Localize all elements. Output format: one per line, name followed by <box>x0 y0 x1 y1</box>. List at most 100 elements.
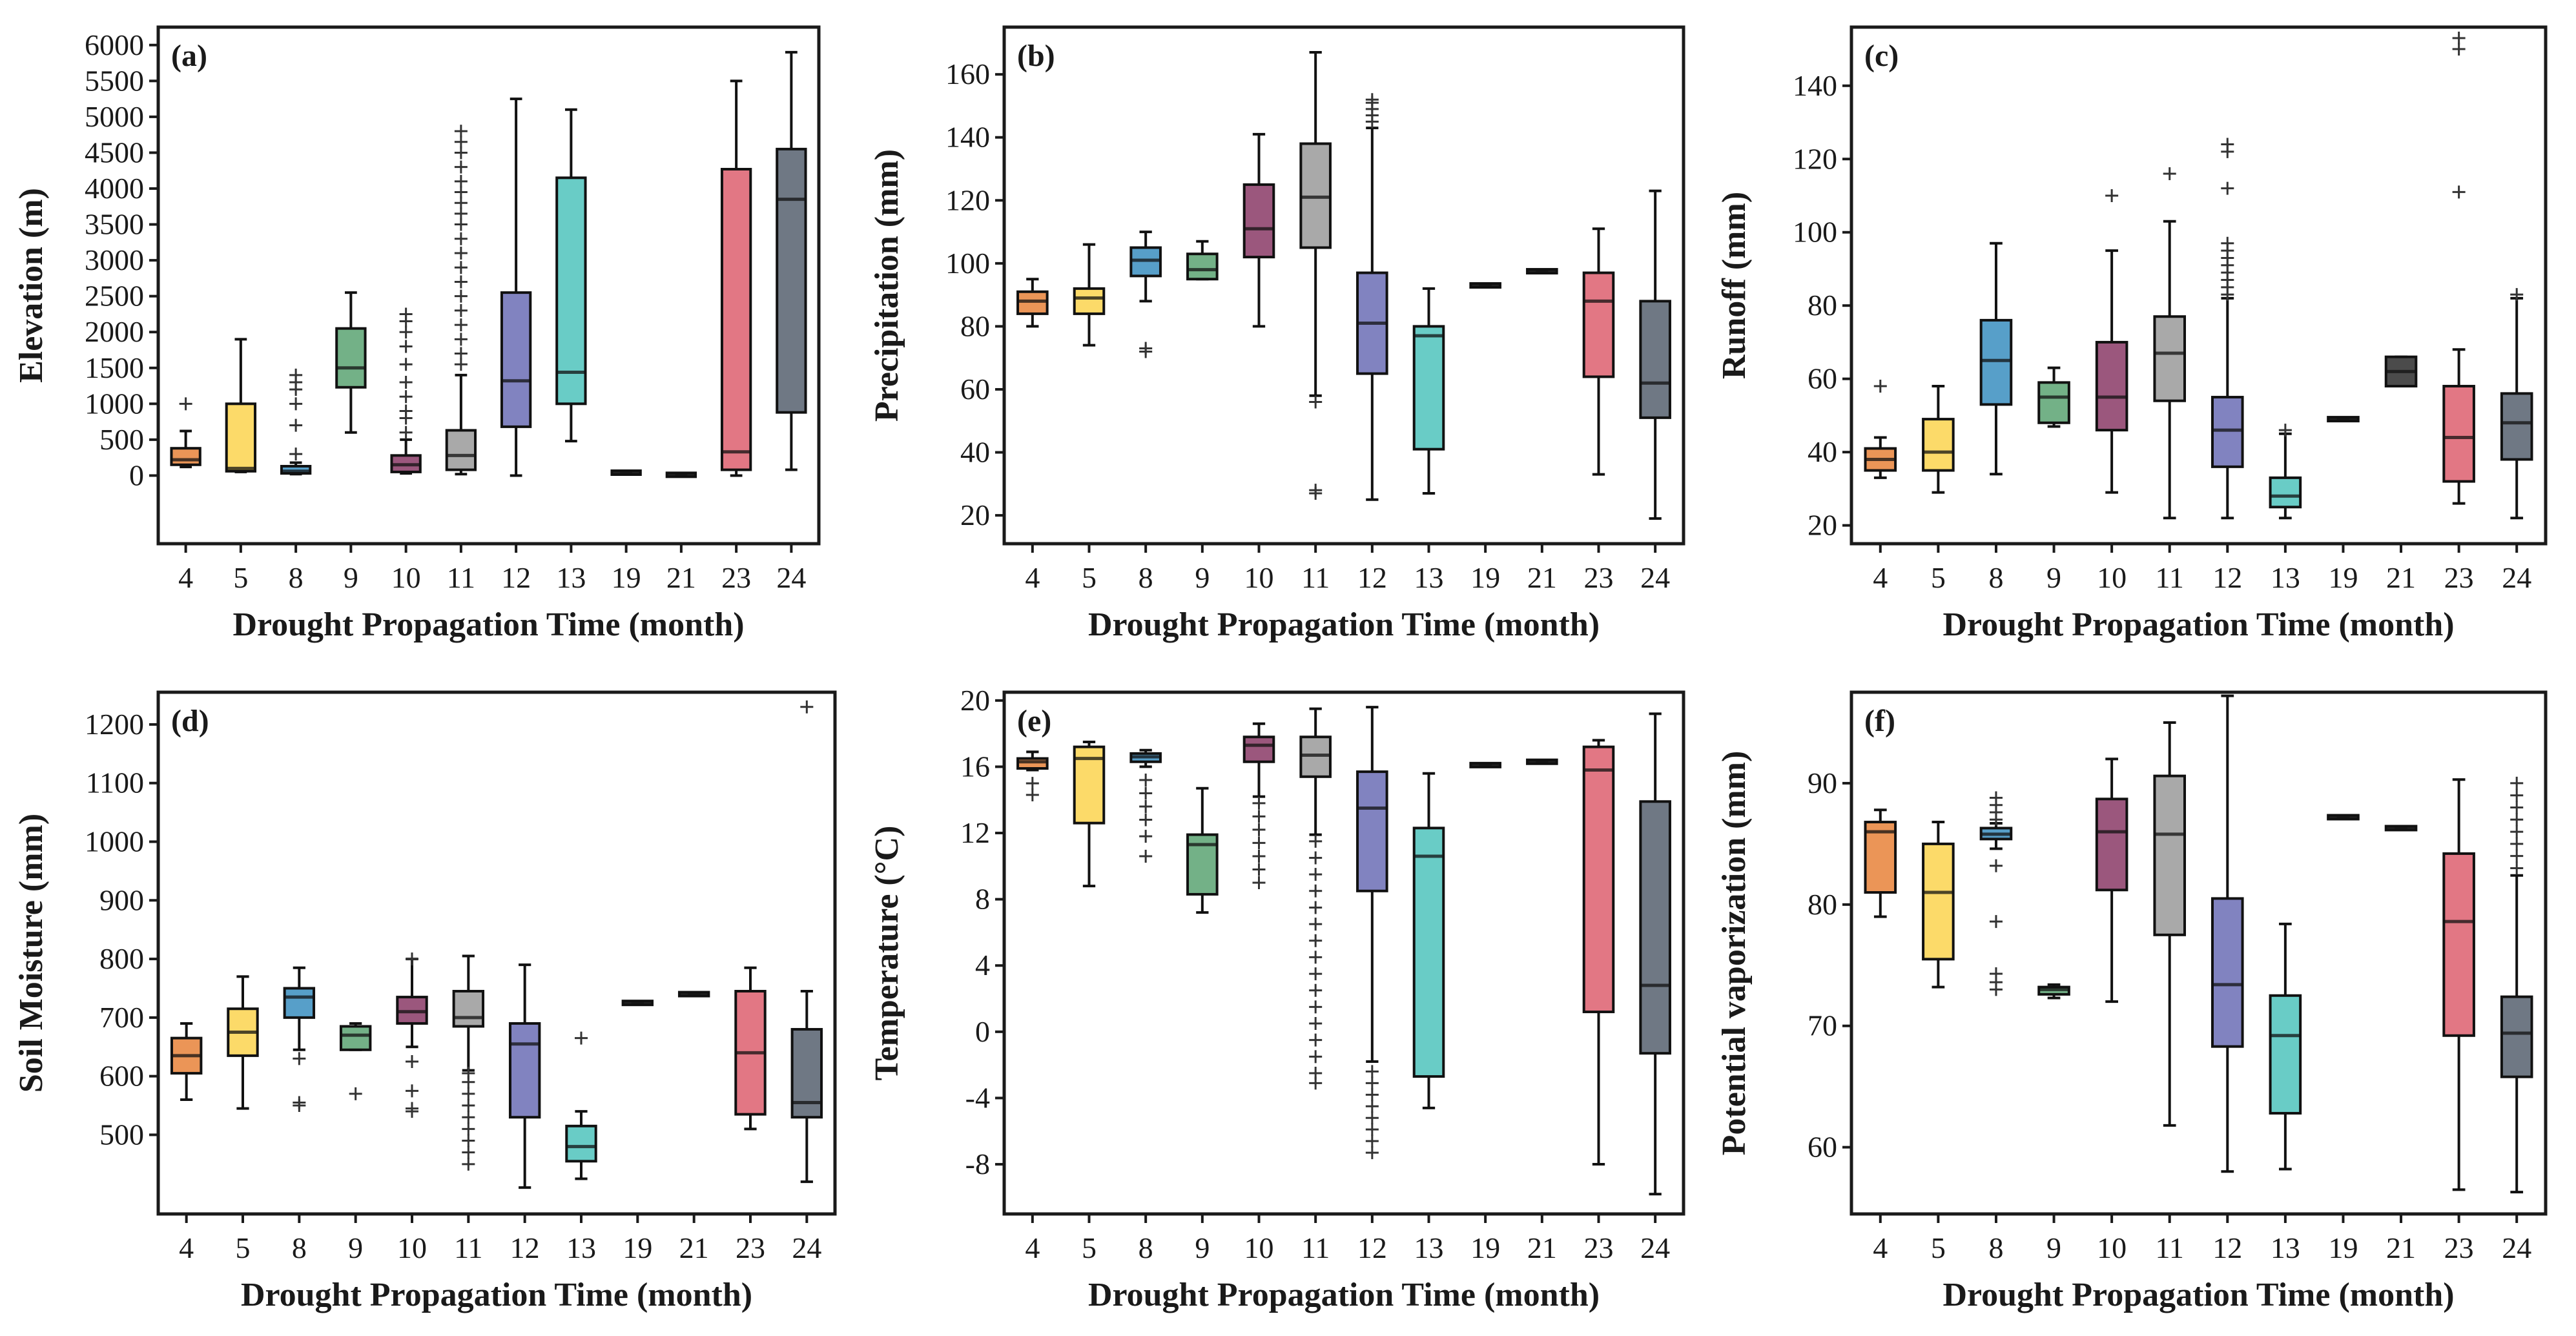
outlier-point <box>1139 786 1153 800</box>
x-tick-label: 12 <box>1357 561 1387 594</box>
box-19 <box>2327 814 2360 821</box>
outlier-point <box>1252 810 1266 823</box>
box-11 <box>445 125 477 476</box>
y-tick-label: 80 <box>960 309 990 342</box>
iqr-box <box>2153 315 2187 402</box>
box-8 <box>280 368 312 476</box>
x-tick-label: 5 <box>233 561 248 594</box>
x-tick-label: 10 <box>1244 561 1274 594</box>
iqr-box <box>2095 340 2128 432</box>
iqr-box <box>445 429 477 471</box>
outlier-point <box>1365 1065 1379 1078</box>
outlier-point <box>399 404 413 418</box>
outlier-point <box>454 232 468 245</box>
outlier-point <box>1252 796 1266 810</box>
outlier-point <box>1139 813 1153 827</box>
outlier-point <box>454 318 468 332</box>
outlier-point <box>454 347 468 360</box>
outlier-point <box>406 1084 418 1098</box>
x-tick-label: 21 <box>1527 561 1557 594</box>
x-tick-label: 23 <box>736 1231 765 1264</box>
outlier-point <box>1252 823 1266 836</box>
y-tick-label: 800 <box>99 942 144 975</box>
box-19 <box>610 469 642 476</box>
box-8 <box>1979 791 2013 996</box>
box-13 <box>1412 772 1445 1109</box>
iqr-box <box>339 1025 372 1051</box>
outlier-point <box>454 160 468 174</box>
x-axis-title: Drought Propagation Time (month) <box>1942 606 2454 643</box>
box-11 <box>452 954 485 1171</box>
outlier-point <box>289 418 303 432</box>
outlier-point <box>179 397 192 411</box>
box-4 <box>170 397 201 469</box>
outlier-point <box>1309 1017 1323 1031</box>
iqr-box <box>2095 797 2128 892</box>
outlier-point <box>2221 181 2234 195</box>
iqr-box <box>1242 183 1275 259</box>
outlier-point <box>289 447 303 461</box>
outlier-point <box>406 1102 418 1115</box>
iqr-box <box>2037 381 2070 424</box>
box-12 <box>1356 93 1388 501</box>
iqr-box <box>508 1022 541 1119</box>
x-tick-label: 21 <box>666 561 696 594</box>
x-tick-label: 12 <box>1357 1231 1387 1264</box>
box-19 <box>2327 416 2360 423</box>
outlier-point <box>454 125 468 138</box>
x-axis-title: Drought Propagation Time (month) <box>1088 606 1600 643</box>
y-tick-label: 20 <box>960 684 990 717</box>
box-24 <box>1639 712 1671 1196</box>
y-tick-label: 5500 <box>85 64 144 97</box>
x-tick-label: 9 <box>1195 561 1210 594</box>
y-tick-label: -4 <box>965 1081 990 1114</box>
outlier-point <box>1365 1100 1379 1113</box>
iqr-box <box>2269 994 2302 1115</box>
panel-tag: (c) <box>1864 39 1899 73</box>
box-5 <box>1922 385 1955 494</box>
outlier-point <box>454 218 468 231</box>
box-5 <box>225 338 257 473</box>
box-13 <box>555 108 587 443</box>
panel-d: 500 600 700 800 900 1000 1100 1200 4 5 8 9 10 11 12 13 1… <box>13 690 837 1313</box>
x-tick-label: 8 <box>292 1231 307 1264</box>
x-tick-label: 24 <box>1640 1231 1670 1264</box>
panel-tag: (f) <box>1864 704 1895 738</box>
y-tick-label: 2000 <box>85 315 144 348</box>
x-tick-label: 13 <box>1414 1231 1444 1264</box>
x-tick-label: 23 <box>2444 561 2474 594</box>
y-tick-label: -8 <box>965 1147 990 1180</box>
box-5 <box>1073 243 1106 347</box>
x-tick-label: 19 <box>1470 561 1500 594</box>
panel-b: 20 40 60 80 100 120 140 160 4 5 8 9 10 11 12 13 19 21 23 24… <box>869 25 1685 643</box>
x-tick-label: 5 <box>236 1231 251 1264</box>
x-tick-label: 23 <box>2444 1231 2474 1264</box>
outlier-point <box>454 207 468 220</box>
iqr-box <box>2153 774 2187 936</box>
outlier-point <box>293 1052 306 1065</box>
outlier-point <box>1365 93 1379 107</box>
box-11 <box>1299 51 1332 500</box>
outlier-point <box>399 358 413 371</box>
x-tick-label: 4 <box>178 561 193 594</box>
outlier-point <box>2452 43 2466 56</box>
outlier-point <box>2510 801 2524 814</box>
x-tick-label: 8 <box>289 561 304 594</box>
y-tick-label: 500 <box>99 423 144 456</box>
box-12 <box>500 98 532 477</box>
iqr-box <box>2211 396 2244 468</box>
box-4 <box>1016 278 1049 328</box>
box-4 <box>170 1022 203 1101</box>
box-13 <box>1412 287 1445 495</box>
outlier-point <box>1989 791 2003 805</box>
x-tick-label: 10 <box>1244 1231 1274 1264</box>
x-tick-label: 10 <box>2097 561 2127 594</box>
box-11 <box>2153 721 2187 1127</box>
y-tick-label: 120 <box>1793 142 1837 175</box>
outlier-point <box>289 397 303 411</box>
box-24 <box>2500 776 2533 1194</box>
iqr-box <box>555 176 587 406</box>
y-tick-label: 0 <box>975 1015 990 1048</box>
x-axis-title: Drought Propagation Time (month) <box>1088 1277 1600 1313</box>
